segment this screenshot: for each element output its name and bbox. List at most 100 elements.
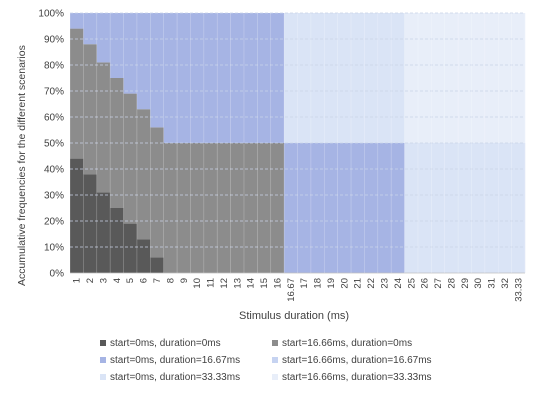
bar-segment [96, 62, 111, 193]
y-tick-label: 90% [44, 35, 64, 46]
x-tick-label: 28 [446, 278, 457, 289]
y-tick-label: 80% [44, 61, 64, 72]
legend-label: start=16.66ms, duration=33.33ms [282, 372, 432, 383]
x-tick-label: 31 [487, 278, 498, 289]
bar-segment [190, 13, 205, 143]
x-tick-label: 19 [326, 278, 337, 289]
x-tick-label: 24 [393, 278, 404, 289]
legend-swatch [100, 340, 106, 347]
legend-item: start=16.66ms, duration=0ms [272, 338, 412, 349]
legend-item: start=16.66ms, duration=33.33ms [272, 372, 432, 383]
bar-segment [96, 192, 111, 273]
legend-label: start=0ms, duration=0ms [110, 338, 221, 349]
bar-segment [136, 13, 151, 110]
bar-segment [444, 143, 459, 273]
bar-segment [337, 143, 352, 273]
bar-segment [203, 13, 218, 143]
bar-segment [177, 143, 191, 273]
bar-segment [511, 143, 526, 273]
y-tick-label: 0% [50, 269, 65, 280]
bar-segment [377, 13, 392, 143]
bar-segment [297, 143, 312, 273]
y-tick-label: 100% [38, 9, 64, 20]
bar-segment [364, 13, 379, 143]
legend-item: start=0ms, duration=33.33ms [100, 372, 240, 383]
bar-segment [431, 13, 446, 143]
x-tick-label: 29 [460, 278, 471, 289]
bar-segment [404, 13, 419, 143]
y-tick-label: 30% [44, 191, 64, 202]
bar-segment [123, 93, 138, 224]
bar-segment [163, 13, 178, 143]
bar-segment [458, 143, 472, 273]
bar-segment [136, 109, 151, 240]
y-tick-labels: 0% 10% 20% 30% 40% 50% 60% 70% 80% 90% 100% [38, 9, 64, 280]
bar-segment [364, 143, 379, 273]
legend-label: start=16.66ms, duration=0ms [282, 338, 413, 349]
bar-segment [498, 13, 512, 143]
x-tick-label: 27 [433, 278, 444, 289]
bar-segment [351, 13, 365, 143]
bar-segment [431, 143, 446, 273]
bar-segment [351, 143, 365, 273]
bar-segment [243, 13, 258, 143]
bar-segment [297, 13, 312, 143]
legend-label: start=0ms, duration=16.67ms [110, 355, 241, 366]
x-tick-label: 26 [420, 278, 431, 289]
x-tick-label: 16.67 [286, 278, 297, 302]
bar-segment [70, 28, 84, 159]
bar-segment [243, 143, 258, 273]
bar-segment [391, 13, 405, 143]
legend-swatch [272, 340, 278, 347]
bar-segment [203, 143, 218, 273]
x-tick-labels: 1 2 3 4 5 6 7 8 9 10 11 12 13 14 15 16 16.67 17 18 19 20 21 22… [72, 278, 525, 302]
bar-segment [96, 13, 111, 63]
bar-segment [417, 13, 432, 143]
bar-segment [284, 13, 298, 143]
bar-segment [511, 13, 526, 143]
x-tick-label: 2 [85, 278, 96, 283]
x-tick-label: 10 [192, 278, 203, 289]
x-tick-label: 18 [313, 278, 324, 289]
bar-segment [324, 143, 338, 273]
bar-segment [230, 143, 245, 273]
x-tick-label: 21 [353, 278, 364, 289]
bar-segment [257, 13, 272, 143]
x-tick-label: 9 [179, 278, 190, 283]
x-tick-label: 16 [272, 278, 283, 289]
legend-label: start=0ms, duration=33.33ms [110, 372, 241, 383]
x-tick-label: 17 [299, 278, 310, 289]
x-tick-label: 3 [98, 278, 109, 283]
bar-segment [458, 13, 472, 143]
bar-segment [123, 223, 138, 273]
bar-segment [471, 13, 486, 143]
x-tick-label: 5 [125, 278, 136, 283]
bar-segment [163, 143, 178, 273]
y-tick-label: 50% [44, 139, 64, 150]
bar-segment [337, 13, 352, 143]
bar-segment [404, 143, 419, 273]
bar-segment [417, 143, 432, 273]
x-tick-label: 11 [206, 278, 217, 288]
bar-segment [444, 13, 459, 143]
bar-segment [324, 13, 338, 143]
bar-segment [70, 13, 84, 29]
x-tick-label: 13 [232, 278, 243, 289]
bar-segment [110, 208, 124, 273]
legend-item: start=16.66ms, duration=16.67ms [272, 355, 432, 366]
bar-segment [177, 13, 191, 143]
y-tick-label: 70% [44, 87, 64, 98]
bar-segment [230, 13, 245, 143]
x-tick-label: 25 [406, 278, 417, 289]
bar-segment [217, 143, 231, 273]
bar-segment [377, 143, 392, 273]
bar-segment [270, 143, 285, 273]
bar-segment [257, 143, 272, 273]
bar-segment [83, 174, 98, 273]
legend-swatch [272, 374, 278, 381]
bar-segment [136, 239, 151, 273]
x-axis-title: Stimulus duration (ms) [239, 310, 350, 322]
legend-item: start=0ms, duration=16.67ms [100, 355, 240, 366]
y-tick-label: 10% [44, 243, 64, 254]
x-tick-label: 32 [500, 278, 511, 289]
